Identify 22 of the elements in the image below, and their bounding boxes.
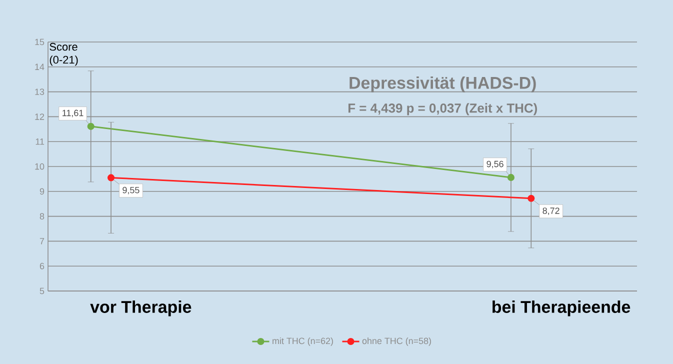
y-tick-label: 5 [40, 288, 44, 294]
text: F = 4,439 p = 0,037 (Zeit x THC) [348, 103, 537, 116]
data-label: 8,72 [542, 208, 560, 215]
x-tick-label: bei Therapieende [492, 300, 630, 316]
data-label: 9,55 [122, 186, 140, 194]
y-tick-label: 15 [35, 38, 44, 46]
legend-label: mit THC (n=62) [272, 338, 333, 346]
data-label: 11,61 [62, 110, 84, 118]
y-tick-label: 10 [35, 163, 44, 170]
y-tick-label: 11 [36, 138, 44, 145]
text: Depressivität (HADS-D) [350, 76, 536, 92]
y-tick-label: 6 [40, 262, 44, 270]
y-tick-label: 7 [40, 238, 44, 244]
data-label: 9,56 [486, 160, 504, 168]
y-tick-label: 8 [40, 213, 44, 220]
y-tick-label: 9 [40, 188, 44, 195]
y-tick-label: 13 [35, 88, 44, 95]
y-axis-title: Score (0-21) [50, 42, 78, 66]
y-tick-label: 14 [35, 64, 44, 70]
y-tick-label: 12 [35, 114, 44, 120]
x-tick-label: vor Therapie [90, 300, 192, 316]
legend-label: ohne THC (n=58) [362, 338, 431, 346]
